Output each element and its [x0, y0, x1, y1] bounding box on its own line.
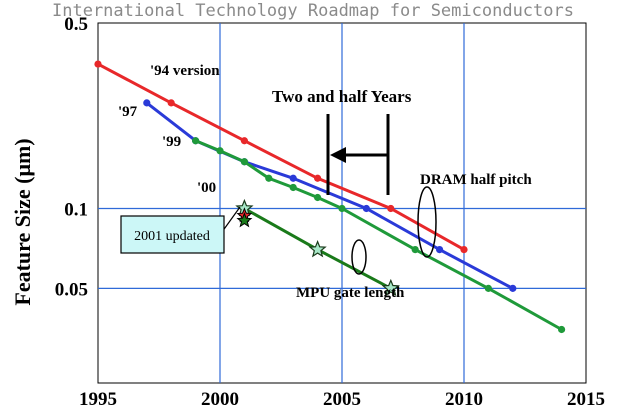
data-point [460, 246, 468, 254]
dram-ellipse [417, 186, 437, 258]
data-point [143, 99, 151, 107]
data-point-star [308, 239, 327, 258]
data-point [240, 158, 248, 166]
two-and-half-years-arrow [326, 114, 390, 195]
label-99: '99 [162, 134, 181, 150]
y-tick-label: 0.5 [64, 14, 88, 35]
series-2 [192, 137, 566, 334]
ticks: 1995 2000 2005 2010 2015 0.5 0.1 0.05 [55, 14, 605, 410]
data-point [387, 204, 395, 213]
series-layer [94, 60, 566, 334]
x-tick-label: 2015 [567, 389, 605, 410]
x-tick-label: 2000 [201, 389, 239, 410]
callout-2001-updated: 2001 updated [134, 229, 210, 244]
grid [97, 22, 587, 384]
x-tick-label: 1995 [79, 389, 117, 410]
data-point [94, 60, 102, 68]
x-tick-label: 2010 [445, 389, 483, 410]
data-point-star [381, 278, 400, 297]
x-tick-label: 2005 [323, 389, 361, 410]
data-point [411, 246, 419, 254]
data-point [558, 325, 566, 334]
data-point [289, 174, 297, 182]
data-point [240, 137, 248, 145]
data-point [314, 193, 322, 202]
data-point [167, 99, 175, 107]
data-point [509, 284, 517, 292]
series-line [97, 62, 465, 251]
data-point [265, 174, 273, 182]
label-97: '97 [118, 104, 138, 120]
series-0 [94, 60, 468, 254]
updated-points [236, 207, 253, 228]
label-dram-half-pitch: DRAM half pitch [420, 172, 532, 188]
label-00: '00 [197, 180, 216, 196]
data-point [314, 174, 322, 182]
mpu-ellipse [351, 239, 367, 275]
series-line [195, 139, 563, 331]
updated-point [236, 212, 253, 228]
label-mpu-gate-length: MPU gate length [296, 285, 405, 301]
data-point [436, 246, 444, 254]
y-tick-label: 0.1 [64, 199, 88, 220]
y-tick-label: 0.05 [55, 279, 88, 300]
data-point [362, 204, 370, 213]
y-axis-label: Feature Size (μm) [10, 138, 35, 305]
data-point [289, 183, 297, 192]
chart-title: International Technology Roadmap for Sem… [52, 1, 574, 21]
data-point [192, 137, 200, 145]
label-two-and-half-years: Two and half Years [272, 87, 412, 106]
data-point [484, 284, 492, 292]
updated-callout: 2001 updated [120, 206, 241, 254]
data-point [216, 147, 224, 155]
series-3 [235, 198, 400, 297]
label-94-version: '94 version [150, 63, 220, 79]
data-point [338, 204, 346, 213]
